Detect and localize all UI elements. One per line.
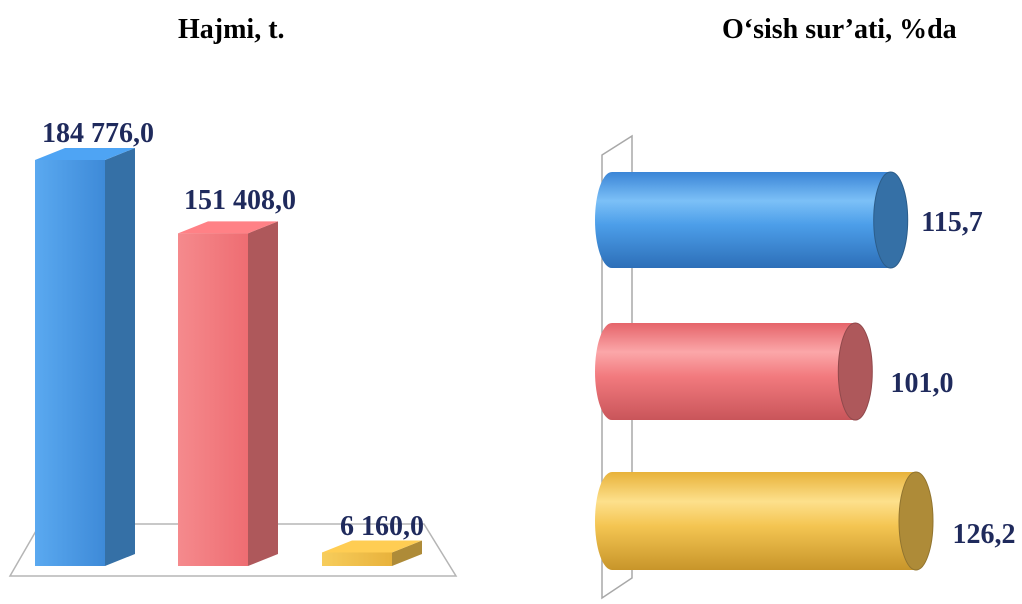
growth-bar-0 [595,171,909,269]
volume-label-2: 6 160,0 [340,511,424,542]
chart-title-volume: Hajmi, t. [178,14,285,45]
growth-label-0: 115,7 [921,207,982,238]
volume-bar-1 [178,221,278,567]
growth-label-2: 126,2 [953,519,1016,550]
growth-bar-2 [595,471,934,571]
chart-title-growth: O‘sish sur’ati, %da [722,14,957,45]
volume-bar-0 [35,148,135,566]
volume-label-1: 151 408,0 [184,185,296,216]
growth-bar-1 [595,322,873,421]
growth-label-1: 101,0 [891,368,954,399]
volume-label-0: 184 776,0 [42,118,154,149]
volume-bar-2 [322,540,422,566]
